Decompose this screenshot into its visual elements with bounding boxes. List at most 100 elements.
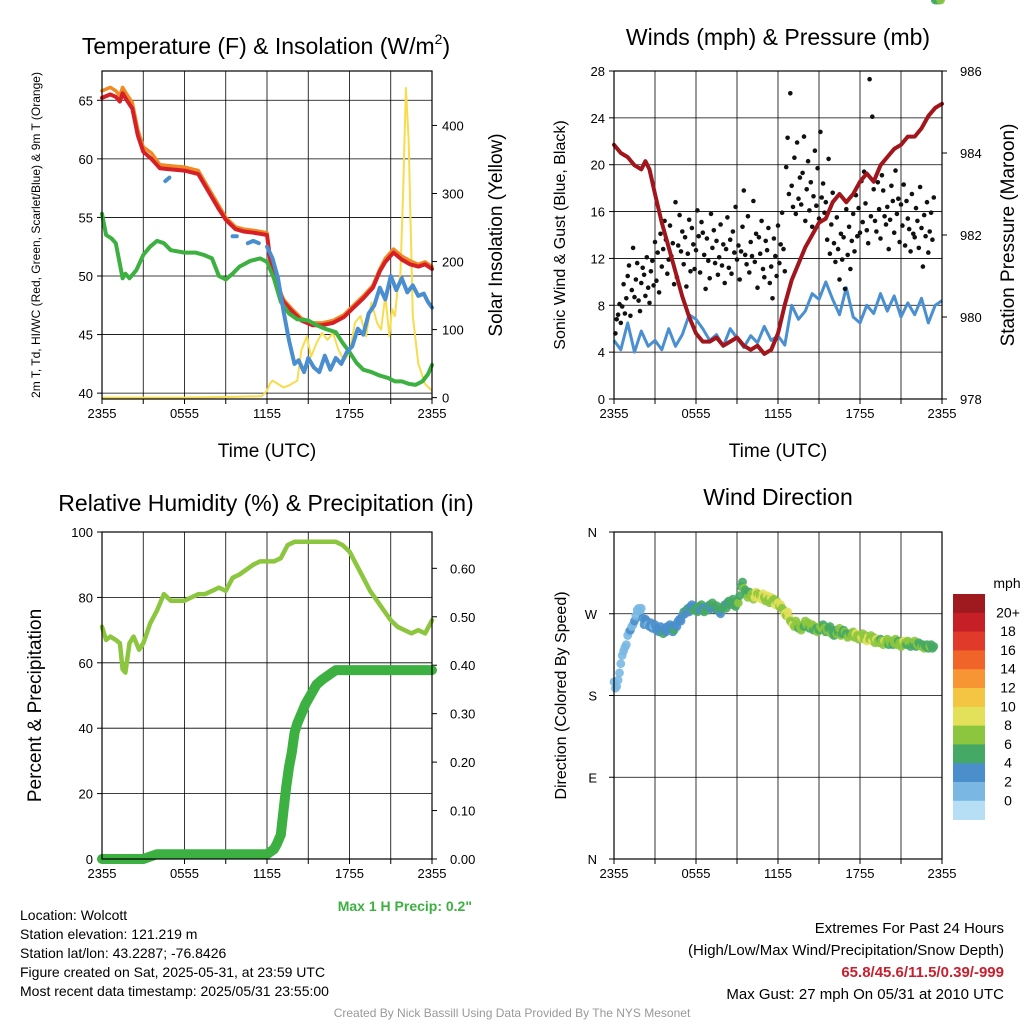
- y-tick-label: 60: [79, 152, 93, 167]
- y-tick-label: 80: [79, 590, 93, 605]
- gust-point: [883, 222, 889, 227]
- gust-point: [876, 206, 882, 212]
- colorbar-swatch: [953, 744, 985, 764]
- gust-point: [891, 230, 897, 235]
- gust-point: [849, 238, 855, 244]
- direction-point: [735, 591, 745, 600]
- gust-point: [900, 223, 905, 228]
- gust-point: [830, 190, 835, 196]
- gust-point: [756, 235, 762, 240]
- gust-point: [912, 235, 917, 240]
- gust-point: [752, 259, 758, 265]
- gust-point: [890, 198, 896, 204]
- gust-point: [738, 249, 744, 254]
- y2-axis-label: Station Pressure (Maroon): [998, 124, 1019, 347]
- gust-point: [779, 210, 785, 215]
- gust-point: [930, 237, 935, 242]
- created-text: Figure created on Sat, 2025-05-31, at 23…: [20, 964, 326, 980]
- gust-point: [671, 281, 677, 287]
- gust-point: [680, 229, 685, 234]
- gust-point: [831, 240, 837, 246]
- plot-frame: [101, 70, 433, 400]
- gust-point: [706, 258, 711, 264]
- gust-point: [621, 281, 626, 287]
- y-axis-label: 2m T, Td, HI/WC (Red, Green, Scarlet/Blu…: [29, 72, 43, 398]
- gust-point: [906, 226, 912, 232]
- gust-point: [673, 199, 678, 205]
- gust-point: [634, 260, 640, 266]
- gust-point: [870, 114, 875, 119]
- gust-point: [714, 238, 719, 244]
- colorbar-label: 12: [1000, 680, 1016, 696]
- y-tick-label: 100: [71, 525, 93, 540]
- gust-point: [632, 294, 637, 300]
- y2-tick-label: 982: [960, 228, 982, 243]
- credit-text: Created By Nick Bassill Using Data Provi…: [333, 1006, 691, 1020]
- gust-point: [699, 219, 704, 225]
- gust-point: [737, 277, 742, 282]
- x-tick-label: 2355: [600, 866, 629, 881]
- direction-point: [621, 640, 631, 649]
- colorbar-swatch: [953, 612, 985, 632]
- x-tick-label: 2355: [88, 406, 117, 421]
- gust-point: [695, 208, 700, 213]
- y-tick-label: N: [588, 852, 597, 867]
- gust-point: [727, 237, 733, 242]
- gust-point: [797, 175, 803, 180]
- gust-point: [857, 230, 863, 235]
- gust-point: [863, 201, 868, 206]
- colorbar-label: 6: [1004, 736, 1012, 752]
- gust-point: [658, 231, 663, 237]
- x-tick-label: 2355: [928, 866, 957, 881]
- gust-point: [774, 273, 779, 279]
- gust-point: [834, 215, 840, 220]
- y2-tick-label: 200: [442, 255, 464, 270]
- colorbar-label: 16: [1000, 642, 1016, 658]
- direction-point: [636, 603, 646, 613]
- plot-frame: [101, 531, 433, 860]
- x-tick-label: 1155: [764, 406, 792, 421]
- gust-point: [848, 266, 853, 272]
- recent-data-text: Most recent data timestamp: 2025/05/31 2…: [20, 983, 329, 999]
- latlon-text: Station lat/lon: 43.2287; -76.8426: [20, 945, 227, 961]
- y2-tick-label: 0.30: [450, 707, 475, 722]
- gust-point: [926, 250, 931, 255]
- colorbar-swatch: [953, 631, 985, 651]
- x-axis-label: Time (UTC): [218, 441, 317, 462]
- gust-point: [871, 187, 876, 192]
- gust-point: [893, 168, 898, 173]
- hi-line: [265, 244, 434, 375]
- gust-point: [755, 285, 760, 291]
- gust-point: [775, 223, 781, 228]
- y-tick-label: 4: [598, 345, 605, 360]
- hi_gap3-line: [245, 238, 261, 246]
- gust-point: [804, 187, 809, 192]
- gust-point: [771, 236, 777, 241]
- gust-point: [636, 298, 641, 303]
- colorbar-swatch: [953, 706, 985, 726]
- gust-point: [878, 236, 883, 241]
- gust-point: [894, 211, 900, 217]
- speed-colorbar: mph 20+ 18 16 14 12 10 8 6 4 2 0: [953, 575, 1021, 820]
- y-tick-label: S: [588, 689, 597, 704]
- gust-point: [781, 246, 786, 252]
- x-tick-label: 2355: [600, 406, 629, 421]
- direction-point: [613, 675, 623, 685]
- colorbar-swatch: [953, 594, 985, 614]
- gust-point: [693, 247, 699, 253]
- y-axis-label: Percent & Precipitation: [25, 609, 46, 802]
- y-tick-label: E: [588, 770, 597, 785]
- gust-point: [839, 257, 845, 262]
- gust-point: [887, 217, 893, 223]
- gust-point: [909, 191, 915, 197]
- plot-frame: [613, 70, 943, 400]
- y2-tick-label: 0.00: [450, 852, 475, 867]
- gust-point: [793, 211, 799, 217]
- gust-point: [856, 205, 861, 211]
- colorbar-label: 10: [1000, 698, 1016, 714]
- colorbar-label: 8: [1004, 717, 1012, 733]
- direction-point: [615, 668, 624, 678]
- chart-title: Wind Direction: [703, 484, 853, 510]
- x-tick-label: 1755: [335, 406, 364, 421]
- gust-point: [838, 231, 844, 237]
